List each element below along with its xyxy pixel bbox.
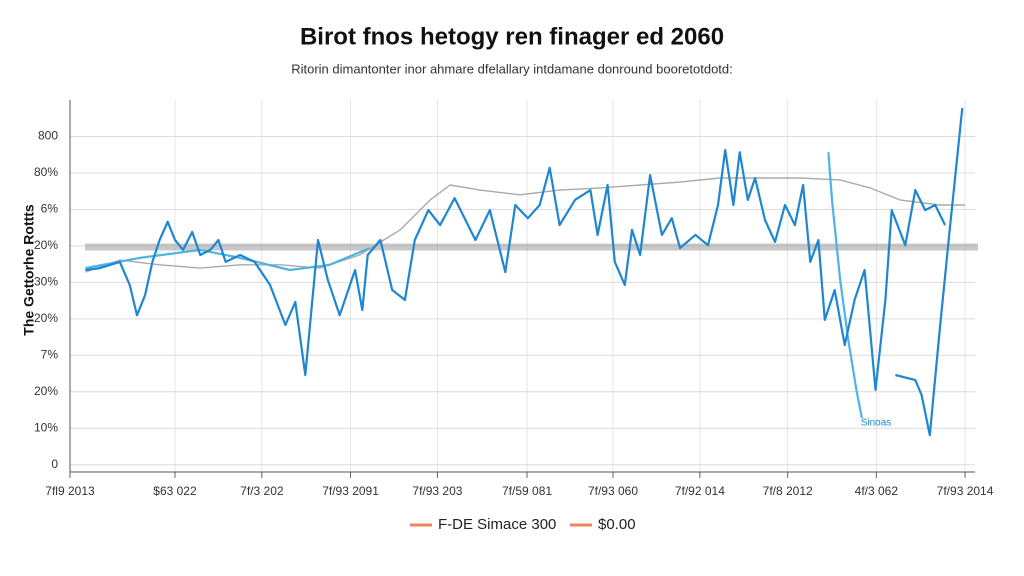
y-tick-label: 20% — [34, 238, 58, 252]
y-tick-label: 800 — [38, 129, 58, 143]
x-tick-label: 7f/93 060 — [588, 484, 638, 498]
x-tick-label: 7f/93 203 — [412, 484, 462, 498]
y-tick-label: 6% — [41, 202, 59, 216]
legend-label: $0.00 — [598, 516, 636, 533]
annotation: Sinoas — [861, 418, 892, 429]
y-tick-label: 0 — [51, 457, 58, 471]
chart-title: Birot fnos hetogy ren finager ed 2060 — [300, 23, 724, 50]
y-tick-label: 20% — [34, 311, 58, 325]
chart-subtitle: Ritorin dimantonter inor ahmare dfelalla… — [291, 61, 733, 76]
y-tick-label: 7% — [41, 347, 59, 361]
x-tick-label: 7f/3 202 — [240, 484, 284, 498]
y-tick-label: 30% — [34, 275, 58, 289]
x-tick-label: 4f/3 062 — [855, 484, 899, 498]
legend-label: F-DE Simace 300 — [438, 516, 556, 533]
y-axis-label: The Gettorhe Rottts — [21, 204, 37, 336]
x-tick-label: 7f/92 014 — [675, 484, 725, 498]
y-tick-label: 80% — [34, 165, 58, 179]
x-tick-label: 7f/8 2012 — [763, 484, 813, 498]
y-tick-label: 20% — [34, 384, 58, 398]
x-tick-label: 7fl9 2013 — [45, 484, 95, 498]
x-tick-label: 7f/93 2014 — [937, 484, 994, 498]
x-tick-label: 7f/59 081 — [502, 484, 552, 498]
series-line — [85, 107, 964, 437]
x-tick-label: $63 022 — [153, 484, 197, 498]
series-line — [85, 177, 965, 273]
y-tick-label: 10% — [34, 420, 58, 434]
x-tick-label: 7f/93 2091 — [322, 484, 379, 498]
series-line — [85, 152, 863, 419]
